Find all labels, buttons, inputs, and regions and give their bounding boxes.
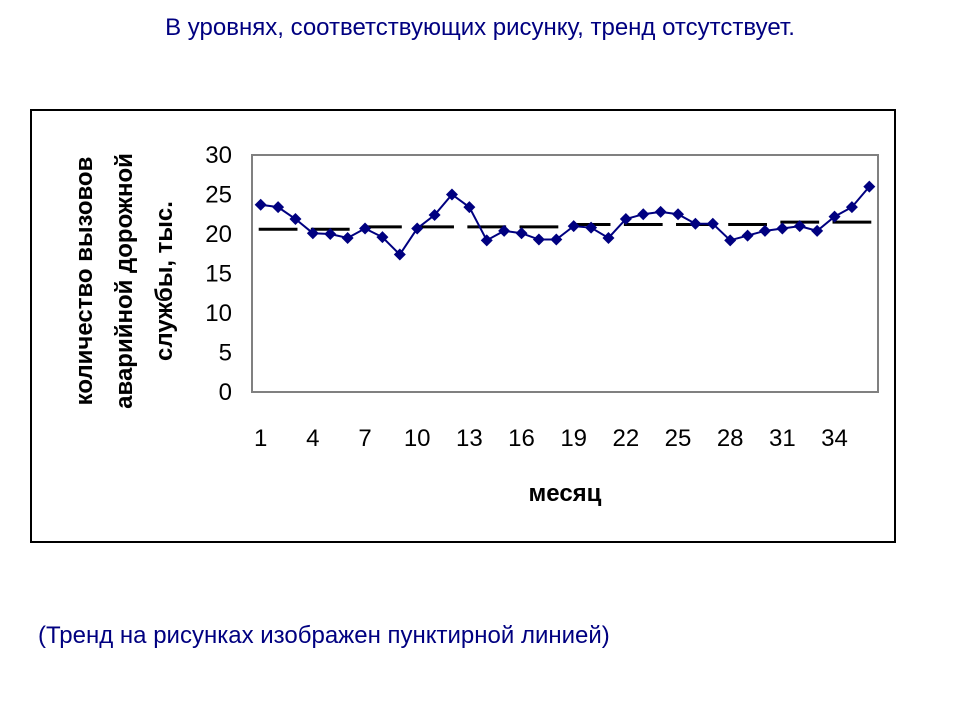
data-point — [272, 201, 285, 214]
data-point — [585, 221, 598, 234]
data-point — [341, 231, 354, 244]
data-point — [706, 217, 719, 230]
slide-title: В уровнях, соответствующих рисунку, трен… — [165, 14, 795, 41]
data-point — [428, 209, 441, 222]
y-axis-title: количество вызовов аварийной дорожной служ… — [71, 153, 178, 409]
data-point — [828, 210, 841, 223]
data-point — [863, 180, 876, 193]
data-point — [532, 233, 545, 246]
y-tick-label: 20 — [205, 221, 232, 248]
x-tick-label: 34 — [821, 425, 848, 452]
y-axis-title-line-1: количество вызовов — [71, 157, 98, 406]
chart-frame: количество вызовов аварийной дорожной служ… — [30, 109, 896, 543]
data-point — [411, 222, 424, 235]
data-point — [567, 220, 580, 233]
data-point — [654, 205, 667, 218]
data-point — [602, 231, 615, 244]
x-tick-label: 22 — [613, 425, 640, 452]
data-point — [811, 224, 824, 237]
data-point — [254, 198, 267, 211]
y-axis-title-line-3: службы, тыс. — [151, 201, 178, 361]
y-tick-label: 15 — [205, 261, 232, 288]
data-point — [672, 208, 685, 221]
data-point — [758, 224, 771, 237]
line-chart: количество вызовов аварийной дорожной служ… — [71, 142, 879, 507]
x-tick-label: 19 — [560, 425, 587, 452]
data-point — [445, 188, 458, 201]
data-point — [845, 201, 858, 214]
x-tick-label: 25 — [665, 425, 692, 452]
data-point — [376, 231, 389, 244]
data-point — [637, 208, 650, 221]
x-tick-label: 7 — [358, 425, 371, 452]
x-tick-label: 31 — [769, 425, 796, 452]
data-point — [498, 224, 511, 237]
data-point — [324, 228, 337, 240]
y-tick-label: 25 — [205, 182, 232, 209]
y-tick-label: 0 — [219, 379, 232, 406]
data-point — [359, 222, 372, 235]
x-tick-label: 16 — [508, 425, 535, 452]
plot-area — [251, 154, 879, 393]
data-point — [619, 212, 632, 225]
x-tick-label: 4 — [306, 425, 319, 452]
data-point — [724, 234, 737, 247]
x-tick-label: 28 — [717, 425, 744, 452]
data-point — [306, 227, 319, 240]
data-point — [463, 201, 476, 214]
data-point — [741, 229, 754, 242]
data-point — [289, 212, 302, 225]
data-point — [393, 248, 406, 261]
x-axis-ticks: 1 4 7 10 13 16 19 22 25 28 31 34 — [254, 425, 848, 452]
data-point — [793, 220, 806, 233]
data-series — [254, 180, 876, 261]
data-point — [776, 222, 789, 235]
x-tick-label: 13 — [456, 425, 483, 452]
data-point — [550, 233, 563, 246]
y-axis-ticks: 0 5 10 15 20 25 30 — [205, 142, 232, 406]
y-tick-label: 5 — [219, 340, 232, 367]
y-axis-title-line-2: аварийной дорожной — [111, 153, 138, 409]
data-point — [515, 227, 528, 240]
y-tick-label: 10 — [205, 300, 232, 327]
x-tick-label: 1 — [254, 425, 267, 452]
x-tick-label: 10 — [404, 425, 431, 452]
data-point — [480, 234, 493, 247]
footnote: (Тренд на рисунках изображен пунктирной … — [38, 622, 610, 649]
x-axis-title: месяц — [529, 480, 602, 507]
y-tick-label: 30 — [205, 142, 232, 169]
data-point — [689, 217, 702, 230]
